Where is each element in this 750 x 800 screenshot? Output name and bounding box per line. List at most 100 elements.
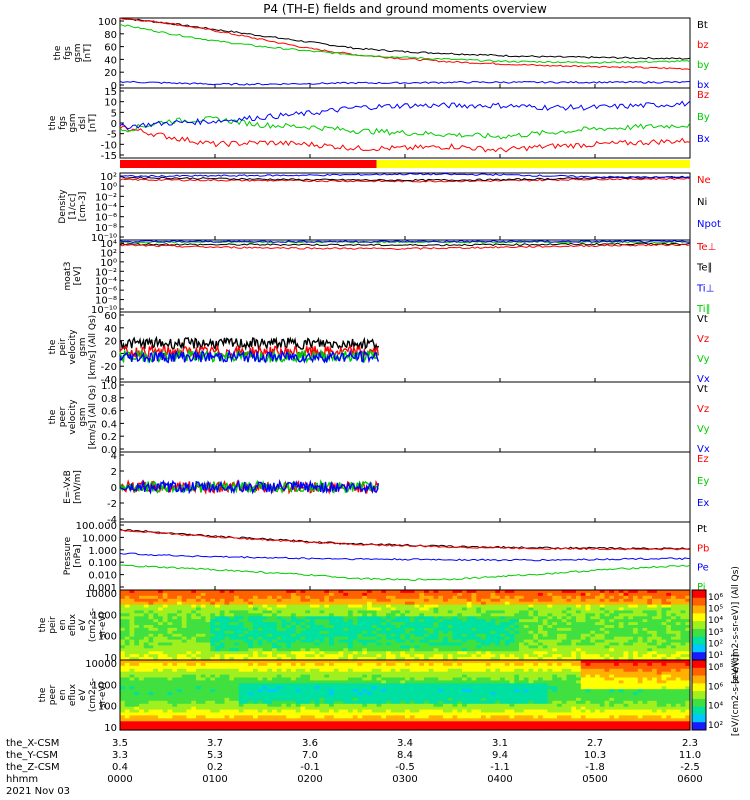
heatmap-cell <box>561 616 568 620</box>
heatmap-cell <box>533 601 539 606</box>
heatmap-cell <box>481 654 487 658</box>
heatmap-cell <box>257 686 264 690</box>
heatmap-cell <box>438 697 444 702</box>
heatmap-cell <box>685 651 691 655</box>
heatmap-cell <box>148 712 154 716</box>
heatmap-cell <box>253 622 259 626</box>
heatmap-cell <box>614 601 620 606</box>
heatmap-cell <box>172 695 178 699</box>
heatmap-cell <box>438 616 444 620</box>
heatmap-cell <box>215 721 221 725</box>
heatmap-cell <box>371 689 378 693</box>
heatmap-cell <box>243 715 249 719</box>
heatmap-cell <box>281 654 287 658</box>
heatmap-cell <box>547 625 553 629</box>
heatmap-cell <box>286 692 292 696</box>
heatmap-cell <box>286 595 292 600</box>
heatmap-cell <box>514 642 520 646</box>
heatmap-cell <box>443 706 449 711</box>
heatmap-cell <box>248 616 254 620</box>
heatmap-cell <box>590 598 596 603</box>
heatmap-cell <box>333 654 340 658</box>
heatmap-cell <box>300 665 306 670</box>
heatmap-cell <box>238 695 245 699</box>
heatmap-cell <box>386 674 392 679</box>
heatmap-cell <box>120 709 126 714</box>
heatmap-cell <box>186 680 192 684</box>
heatmap-cell <box>120 648 126 652</box>
heatmap-cell <box>367 627 373 632</box>
heatmap-cell <box>471 648 477 652</box>
heatmap-cell <box>238 598 245 603</box>
heatmap-cell <box>485 616 492 620</box>
heatmap-cell <box>400 627 406 632</box>
heatmap-cell <box>129 697 135 702</box>
heatmap-cell <box>200 715 207 719</box>
heatmap-cell <box>167 610 173 614</box>
heatmap-cell <box>348 721 354 725</box>
heatmap-cell <box>390 645 397 649</box>
heatmap-cell <box>462 665 468 670</box>
heatmap-cell <box>338 671 344 676</box>
heatmap-cell <box>666 639 672 644</box>
heatmap-cell <box>338 683 344 687</box>
heatmap-cell <box>395 613 401 617</box>
heatmap-cell <box>257 639 264 644</box>
heatmap-cell <box>400 712 406 716</box>
heatmap-cell <box>139 633 145 638</box>
heatmap-cell <box>614 648 620 652</box>
heatmap-cell <box>319 604 325 609</box>
heatmap-cell <box>528 616 534 620</box>
heatmap-cell <box>276 712 283 716</box>
y-tick-label: 2 <box>111 467 117 478</box>
heatmap-cell <box>281 674 287 679</box>
heatmap-cell <box>172 604 178 609</box>
heatmap-cell <box>172 727 178 731</box>
heatmap-cell <box>167 627 173 632</box>
heatmap-cell <box>424 665 430 670</box>
heatmap-cell <box>381 598 387 603</box>
heatmap-cell <box>272 657 278 661</box>
heatmap-cell <box>243 645 249 649</box>
heatmap-cell <box>329 709 335 714</box>
heatmap-cell <box>628 627 634 632</box>
heatmap-cell <box>238 657 245 661</box>
heatmap-cell <box>443 598 449 603</box>
heatmap-cell <box>371 657 378 661</box>
heatmap-cell <box>314 651 321 655</box>
heatmap-cell <box>357 692 363 696</box>
heatmap-cell <box>286 630 292 635</box>
heatmap-cell <box>376 700 382 705</box>
heatmap-cell <box>200 642 207 646</box>
heatmap-cell <box>409 613 416 617</box>
heatmap-cell <box>675 595 682 600</box>
heatmap-cell <box>305 724 311 728</box>
heatmap-cell <box>490 639 496 644</box>
heatmap-cell <box>395 607 401 611</box>
heatmap-cell <box>248 630 254 635</box>
heatmap-cell <box>604 654 610 658</box>
y-tick-label: 40 <box>104 55 117 66</box>
heatmap-cell <box>642 648 648 652</box>
heatmap-cell <box>129 657 135 661</box>
heatmap-cell <box>381 639 387 644</box>
heatmap-cell <box>457 671 463 676</box>
heatmap-cell <box>224 727 230 731</box>
heatmap-cell <box>134 674 140 679</box>
heatmap-cell <box>675 622 682 626</box>
heatmap-cell <box>243 633 249 638</box>
heatmap-cell <box>262 625 268 629</box>
heatmap-cell <box>253 709 259 714</box>
heatmap-cell <box>267 598 273 603</box>
heatmap-cell <box>666 619 672 623</box>
heatmap-cell <box>642 590 648 594</box>
heatmap-cell <box>257 592 264 597</box>
heatmap-cell <box>134 613 140 617</box>
heatmap-cell <box>523 613 530 617</box>
heatmap-cell <box>466 598 473 603</box>
heatmap-cell <box>466 718 473 722</box>
heatmap-cell <box>381 683 387 687</box>
heatmap-cell <box>680 639 686 644</box>
heatmap-cell <box>438 604 444 609</box>
heatmap-cell <box>158 630 164 635</box>
